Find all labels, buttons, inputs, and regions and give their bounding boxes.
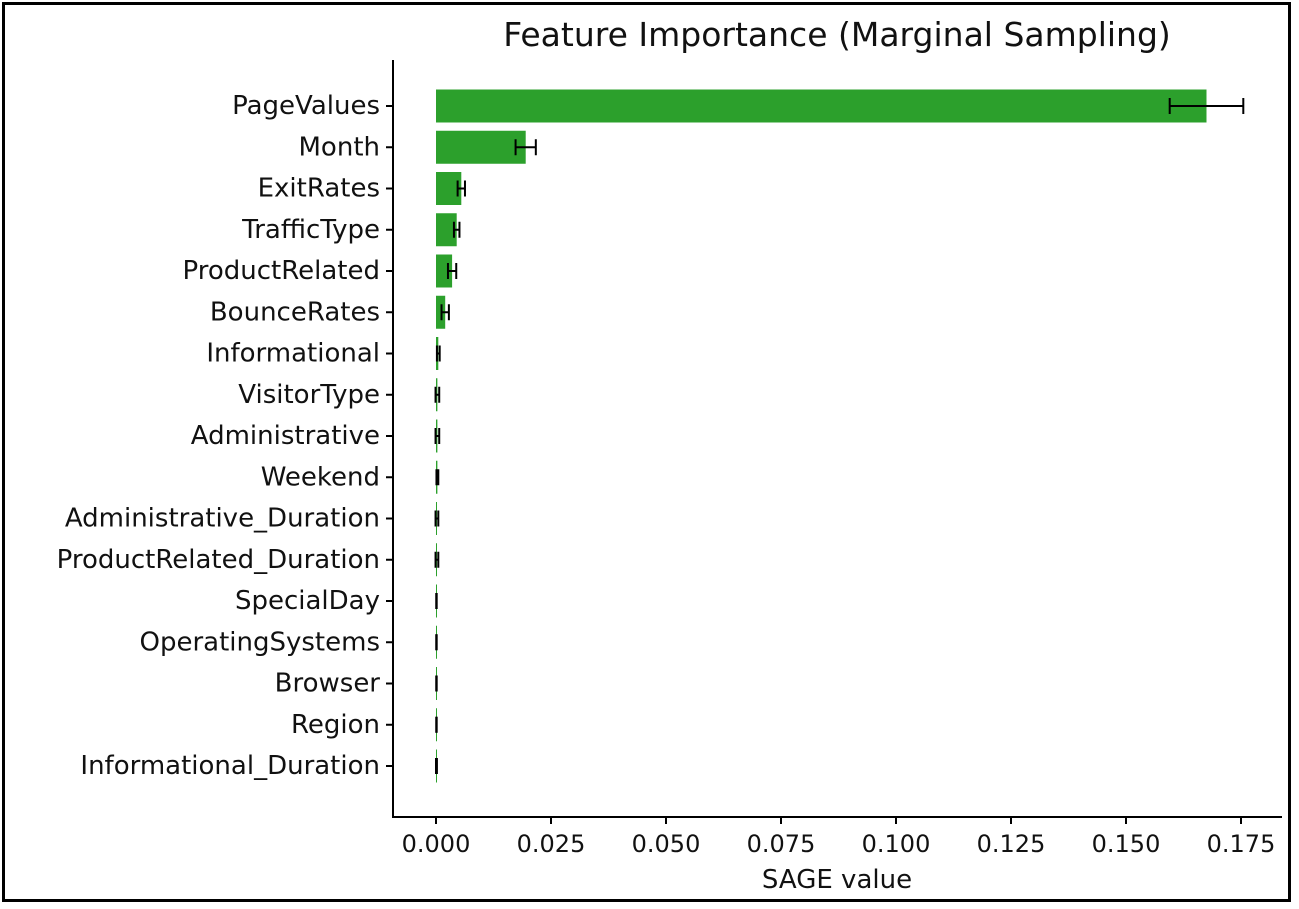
y-tick-label: Informational [206,339,380,369]
error-bars-group [434,98,1245,774]
x-axis: 0.000 0.025 0.050 0.075 0.100 0.125 0.150 0.175 [392,816,1282,858]
x-tick-label: 0.100 [862,830,931,858]
error-bar-ExitRates [456,180,466,197]
error-bar-Informational_Duration [435,758,438,774]
error-bar-Weekend [435,469,440,486]
y-tick-label: Month [299,132,381,162]
y-tick-label: Administrative [191,421,380,451]
error-bar-Informational [435,345,441,362]
x-tick-label: 0.150 [1092,830,1161,858]
y-tick-label: ExitRates [258,174,380,204]
y-tick-label: Administrative_Duration [65,504,380,534]
error-bar-ProductRelated [446,263,458,279]
error-bar-TrafficType [452,221,461,238]
x-tick-label: 0.025 [517,830,586,858]
y-tick-label: PageValues [232,91,380,121]
y-tick-label: ProductRelated_Duration [57,545,380,575]
y-tick-label: TrafficType [241,215,380,245]
error-bar-ProductRelated_Duration [434,551,440,568]
x-axis-label: SAGE value [762,865,912,895]
bar-TrafficType [436,213,457,247]
chart-title: Feature Importance (Marginal Sampling) [503,15,1171,54]
y-tick-label: VisitorType [238,380,380,410]
y-tick-label: Browser [275,669,381,699]
error-bar-Month [514,139,537,156]
error-bar-PageValues [1168,98,1245,114]
y-tick-label: SpecialDay [235,586,380,616]
error-bar-BounceRates [440,304,450,321]
y-tick-label: Weekend [261,462,380,492]
error-bar-VisitorType [434,386,441,403]
bar-PageValues [436,89,1207,123]
error-bar-Administrative_Duration [434,510,440,527]
bars-group [436,89,1207,783]
y-tick-label: ProductRelated [183,256,380,286]
y-tick-label: Region [291,710,380,740]
y-tick-label: Informational_Duration [80,751,380,781]
x-tick-label: 0.175 [1207,830,1276,858]
x-tick-label: 0.075 [747,830,816,858]
x-tick-label: 0.050 [632,830,701,858]
x-tick-label: 0.125 [977,830,1046,858]
error-bar-Administrative [434,428,441,444]
y-tick-label: BounceRates [210,297,380,327]
bar-ProductRelated [436,254,453,288]
y-tick-label: OperatingSystems [140,627,381,657]
bar-Month [436,130,526,164]
y-axis: PageValues Month ExitRates TrafficType Produ… [57,60,394,817]
x-tick-label: 0.000 [402,830,471,858]
